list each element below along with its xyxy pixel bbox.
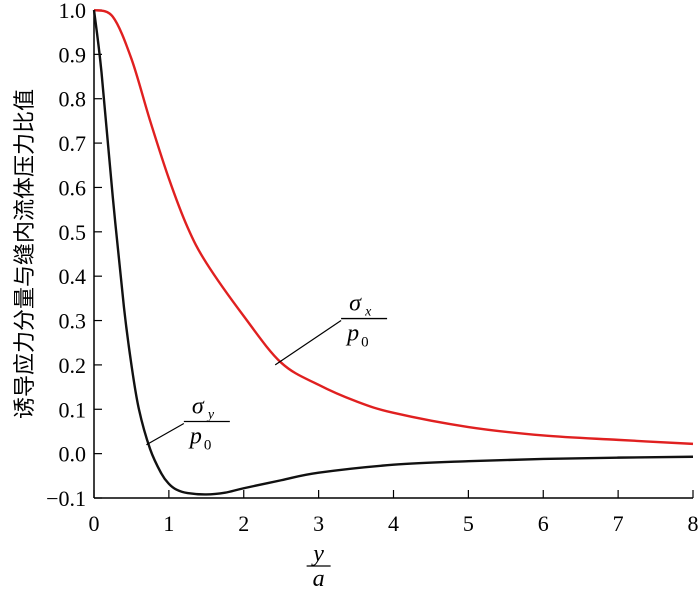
y-tick-label: 0.4 <box>59 264 87 289</box>
y-tick-label: 0.3 <box>59 309 87 334</box>
sigma-x-label-denominator-subscript: 0 <box>361 335 369 351</box>
sigma-x-label-numerator-subscript: x <box>364 305 372 320</box>
x-tick-label: 4 <box>388 511 399 536</box>
x-tick-label: 6 <box>538 511 549 536</box>
y-tick-label: 0.6 <box>59 175 87 200</box>
y-tick-label: −0.1 <box>46 486 86 511</box>
sigma-y-label-numerator: σ <box>192 393 205 419</box>
x-axis-title-denominator: a <box>313 566 325 590</box>
y-axis-title: 诱导应力分量与缝内流体压力比值 <box>12 89 37 419</box>
sigma-y-label-leader <box>146 422 185 446</box>
y-tick-label: 0.5 <box>59 220 87 245</box>
sigma-x-label-denominator: p <box>345 321 359 347</box>
y-tick-label: 0.8 <box>59 87 87 112</box>
sigma-y-curve <box>92 9 694 496</box>
sigma-x-curve <box>93 8 694 446</box>
y-tick-label: 1.0 <box>59 0 87 23</box>
x-tick-label: 1 <box>163 511 174 536</box>
x-tick-label: 5 <box>463 511 474 536</box>
x-tick-label: 2 <box>238 511 249 536</box>
x-tick-label: 8 <box>688 511 699 536</box>
x-tick-label: 3 <box>313 511 324 536</box>
y-tick-label: 0.0 <box>59 442 87 467</box>
x-axis-title-numerator: y <box>311 541 324 567</box>
sigma-y-label-denominator-subscript: 0 <box>204 437 212 453</box>
sigma-y-label-numerator-subscript: y <box>206 407 215 422</box>
y-tick-label: 0.2 <box>59 353 87 378</box>
x-tick-label: 7 <box>613 511 624 536</box>
sigma-y-label-denominator: p <box>188 423 202 449</box>
y-tick-label: 0.1 <box>59 397 87 422</box>
y-tick-label: 0.9 <box>59 42 87 67</box>
x-tick-label: 0 <box>89 511 100 536</box>
sigma-x-label-leader <box>274 320 342 366</box>
sigma-x-label-numerator: σ <box>349 291 362 317</box>
y-tick-label: 0.7 <box>59 131 87 156</box>
